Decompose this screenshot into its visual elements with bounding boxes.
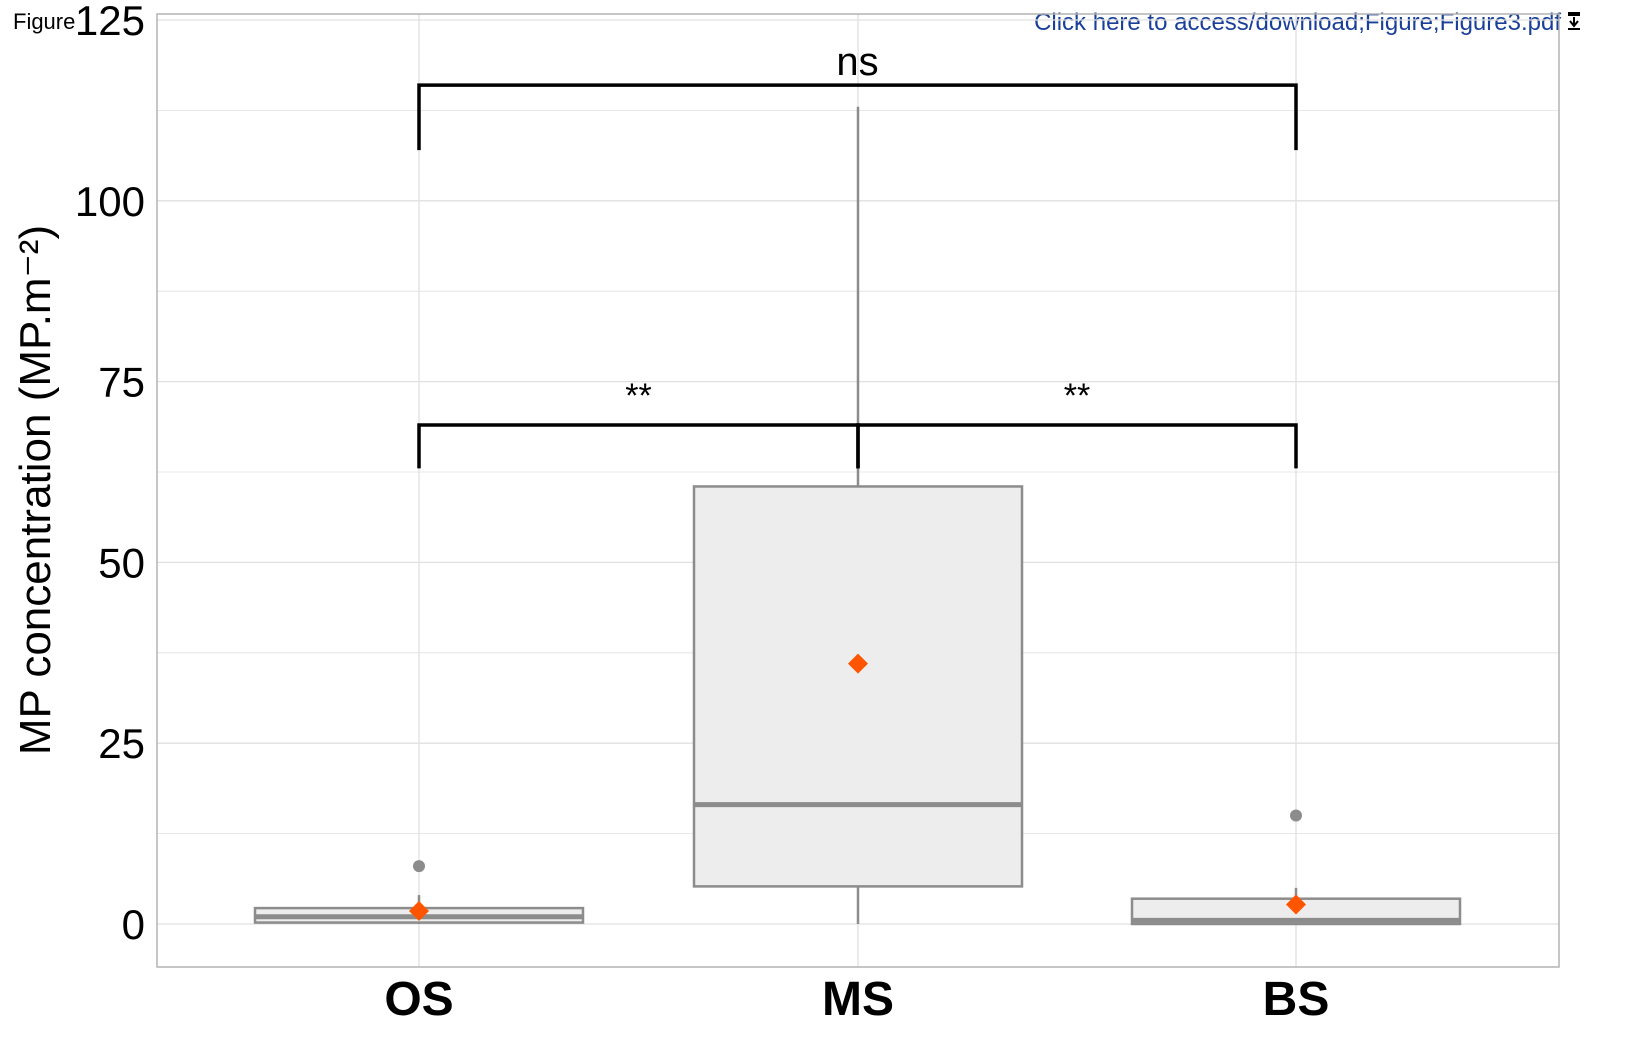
y-tick-label: 75 (98, 359, 145, 406)
plot-panel-border (156, 13, 1560, 968)
box (692, 485, 1024, 888)
mean-marker (409, 900, 429, 921)
y-tick-label: 50 (98, 539, 145, 586)
y-tick-label: 0 (122, 901, 145, 948)
outlier-point (413, 860, 425, 873)
mean-marker (848, 653, 868, 674)
significance-bracket (856, 423, 1298, 469)
significance-label: ns (836, 40, 878, 84)
significance-label: ** (625, 377, 651, 415)
significance-label: ** (1064, 377, 1090, 415)
significance-bracket (417, 83, 1298, 151)
y-tick-label: 25 (98, 720, 145, 767)
y-axis-label: MP concentration (MP.m⁻²) (11, 225, 60, 755)
mean-marker (1286, 894, 1306, 915)
figure-label: Figure (13, 9, 76, 34)
y-tick-label: 125 (75, 0, 145, 44)
download-icon[interactable] (1565, 11, 1583, 33)
axis-layer: 0 25 50 75 100 125 OS MS BS (75, 0, 1329, 1026)
y-tick-label: 100 (75, 178, 145, 225)
significance-bracket (417, 423, 860, 469)
outlier-point (1290, 809, 1302, 822)
plot-layer: ns ** ** (253, 40, 1462, 926)
x-tick-label: MS (822, 973, 894, 1026)
x-tick-label: BS (1263, 973, 1330, 1026)
x-tick-label: OS (384, 973, 453, 1026)
